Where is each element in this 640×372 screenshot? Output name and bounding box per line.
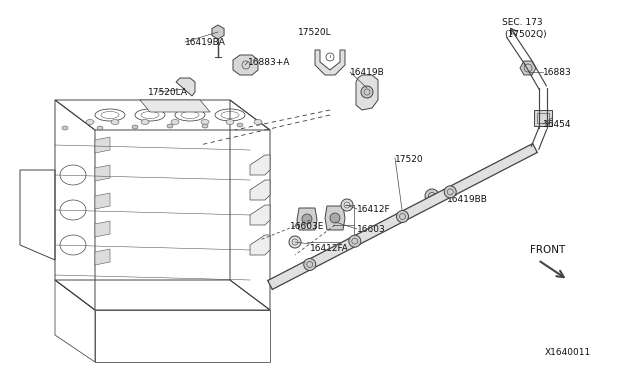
Circle shape (444, 186, 456, 198)
Text: FRONT: FRONT (530, 245, 565, 255)
Ellipse shape (201, 119, 209, 125)
Text: 16412F: 16412F (357, 205, 390, 214)
Ellipse shape (167, 124, 173, 128)
Ellipse shape (254, 119, 262, 125)
Polygon shape (315, 50, 345, 75)
Ellipse shape (141, 119, 149, 125)
Polygon shape (250, 205, 270, 225)
Polygon shape (520, 61, 536, 75)
Circle shape (326, 53, 334, 61)
Ellipse shape (226, 119, 234, 125)
Ellipse shape (111, 119, 119, 125)
Text: 16419BA: 16419BA (185, 38, 226, 47)
Polygon shape (233, 55, 258, 75)
Circle shape (397, 211, 408, 222)
Text: 17520L: 17520L (298, 28, 332, 37)
Text: 16419BB: 16419BB (447, 195, 488, 204)
Polygon shape (95, 249, 110, 265)
Text: X1640011: X1640011 (545, 348, 591, 357)
Ellipse shape (62, 126, 68, 130)
Circle shape (304, 259, 316, 270)
Circle shape (425, 189, 439, 203)
Circle shape (341, 199, 353, 211)
Polygon shape (95, 193, 110, 209)
Polygon shape (268, 144, 538, 289)
Text: 16412FA: 16412FA (310, 244, 349, 253)
Ellipse shape (237, 123, 243, 127)
Text: 16454: 16454 (543, 120, 572, 129)
Text: 16883: 16883 (543, 68, 572, 77)
Polygon shape (356, 75, 378, 110)
Text: 16419B: 16419B (350, 68, 385, 77)
Text: SEC. 173: SEC. 173 (502, 18, 543, 27)
Ellipse shape (132, 125, 138, 129)
Text: 17520: 17520 (395, 155, 424, 164)
Polygon shape (95, 137, 110, 153)
Ellipse shape (202, 124, 208, 128)
Ellipse shape (86, 119, 94, 125)
Polygon shape (176, 78, 195, 96)
Circle shape (330, 213, 340, 223)
Circle shape (349, 235, 361, 247)
Ellipse shape (171, 119, 179, 125)
Text: 16883+A: 16883+A (248, 58, 291, 67)
FancyBboxPatch shape (534, 110, 552, 126)
Circle shape (302, 214, 312, 224)
Circle shape (289, 236, 301, 248)
Text: 16603E: 16603E (290, 222, 324, 231)
Polygon shape (95, 165, 110, 181)
Polygon shape (140, 100, 210, 112)
Polygon shape (297, 208, 317, 230)
Polygon shape (250, 155, 270, 175)
Circle shape (361, 86, 373, 98)
Polygon shape (250, 235, 270, 255)
Text: 17520LA: 17520LA (148, 88, 188, 97)
Polygon shape (212, 25, 224, 39)
Polygon shape (250, 180, 270, 200)
Ellipse shape (97, 126, 103, 130)
Polygon shape (325, 206, 345, 230)
Text: 16603: 16603 (357, 225, 386, 234)
Polygon shape (95, 221, 110, 237)
Text: (17502Q): (17502Q) (504, 30, 547, 39)
